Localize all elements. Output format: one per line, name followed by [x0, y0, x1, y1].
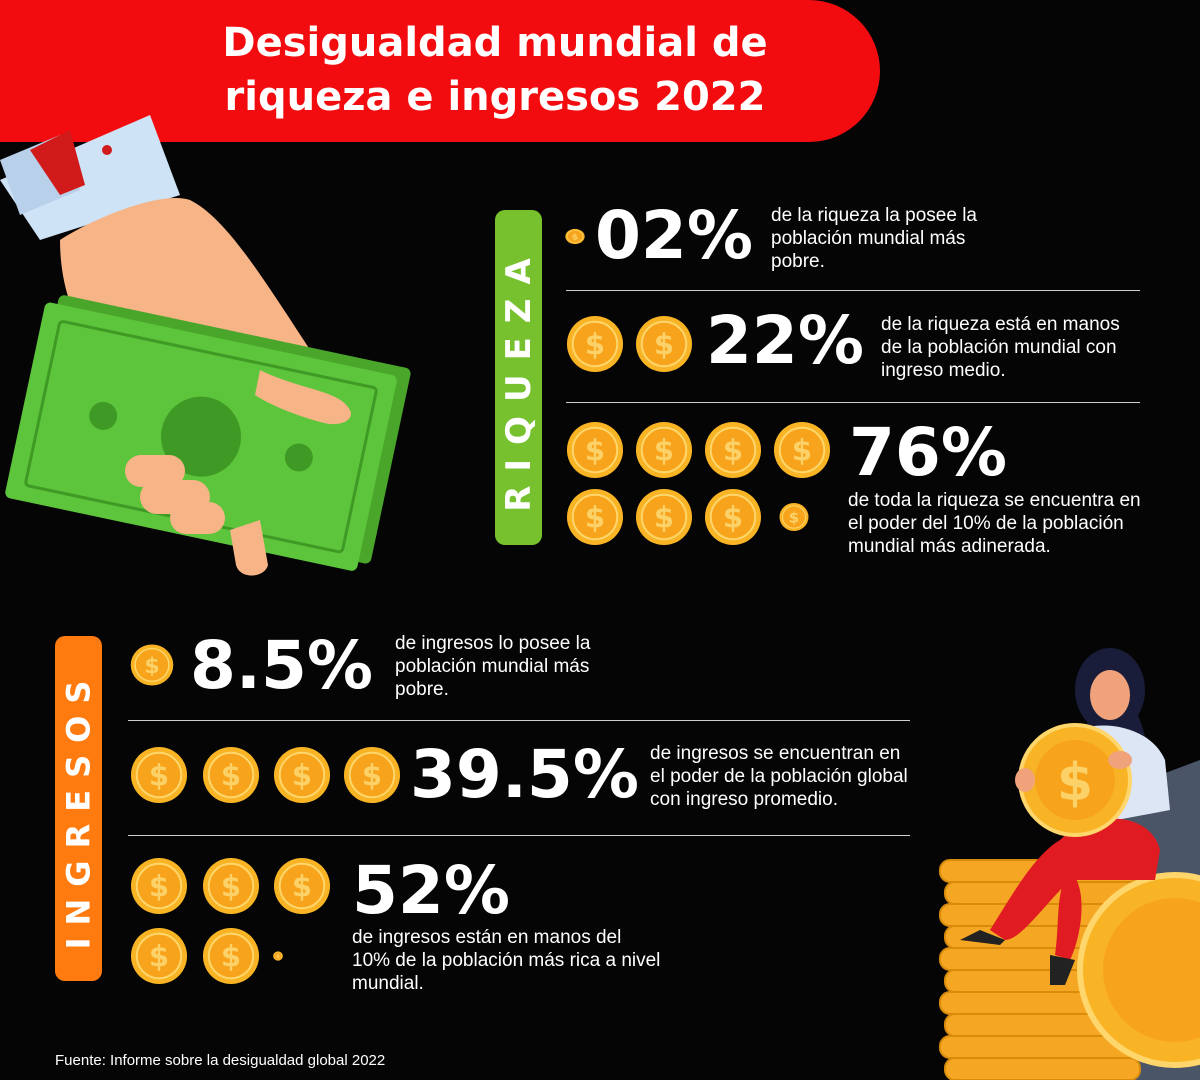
- ingresos-value-2: 39.5%: [410, 736, 639, 813]
- dollar-coin-icon: [343, 746, 401, 804]
- dollar-coin-icon: [566, 315, 624, 373]
- ingresos-value-3: 52%: [352, 852, 510, 929]
- divider: [566, 402, 1140, 403]
- dollar-coin-icon: [273, 927, 283, 985]
- ingresos-label: INGRESOS: [55, 636, 102, 981]
- dollar-coin-icon: [202, 857, 260, 915]
- riqueza-text-3: de toda la riqueza se encuentra en el po…: [848, 490, 1141, 557]
- dollar-coin-icon: [704, 421, 762, 479]
- woman-holding-coin-icon: $: [939, 648, 1200, 1080]
- riqueza-value-1: 02%: [595, 197, 753, 274]
- svg-text:$: $: [1057, 753, 1093, 813]
- dollar-coin-icon: [566, 488, 624, 546]
- title-line-1: Desigualdad mundial de: [222, 20, 768, 66]
- dollar-coin-icon: [635, 488, 693, 546]
- ingresos-value-1: 8.5%: [190, 627, 374, 704]
- source-note: Fuente: Informe sobre la desigualdad glo…: [55, 1052, 386, 1069]
- dollar-coin-icon: [202, 746, 260, 804]
- divider: [128, 835, 910, 836]
- page-title: Desigualdad mundial de riqueza e ingreso…: [130, 16, 860, 124]
- dollar-coin-icon: [773, 421, 831, 479]
- ingresos-text-3: de ingresos están en manos del 10% de la…: [352, 927, 661, 994]
- dollar-coin-icon: [273, 857, 331, 915]
- title-line-2: riqueza e ingresos 2022: [224, 74, 766, 120]
- divider: [128, 720, 910, 721]
- riqueza-text-1: de la riqueza la posee la población mund…: [771, 205, 977, 272]
- divider: [566, 290, 1140, 291]
- dollar-coin-icon: [635, 421, 693, 479]
- dollar-coin-icon: [130, 746, 188, 804]
- dollar-coin-icon: [565, 213, 585, 260]
- dollar-coin-icon: [566, 421, 624, 479]
- dollar-coin-icon: [704, 488, 762, 546]
- riqueza-value-2: 22%: [706, 302, 864, 379]
- dollar-coin-icon: [779, 488, 809, 546]
- riqueza-text-2: de la riqueza está en manos de la poblac…: [881, 314, 1120, 381]
- dollar-coin-icon: [273, 746, 331, 804]
- dollar-coin-icon: [130, 857, 188, 915]
- riqueza-label: RIQUEZA: [495, 210, 542, 545]
- riqueza-value-3: 76%: [849, 414, 1007, 491]
- dollar-coin-icon: [130, 927, 188, 985]
- dollar-coin-icon: [202, 927, 260, 985]
- ingresos-text-2: de ingresos se encuentran en el poder de…: [650, 743, 908, 810]
- dollar-coin-icon: [635, 315, 693, 373]
- ingresos-text-1: de ingresos lo posee la población mundia…: [395, 633, 591, 700]
- dollar-coin-icon: [130, 636, 174, 694]
- hand-with-money-icon: [0, 115, 411, 576]
